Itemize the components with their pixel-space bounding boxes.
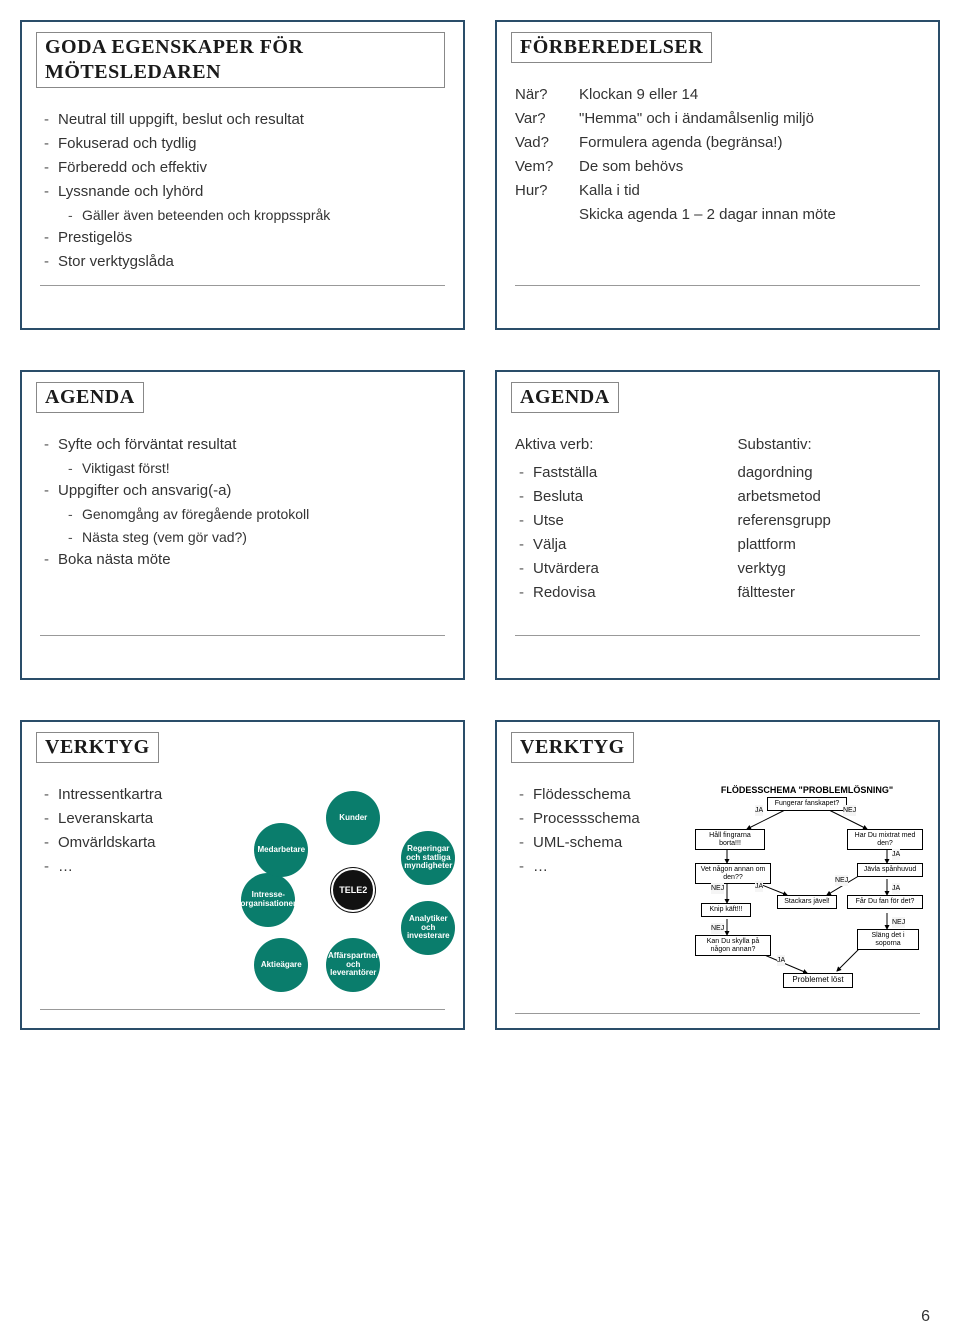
stake-bubble: Intresse-organisationer xyxy=(241,873,295,927)
flow-box: Problemet löst xyxy=(783,973,853,988)
stake-bubble: Medarbetare xyxy=(254,823,308,877)
card-title: GODA EGENSKAPER FÖR MÖTESLEDAREN xyxy=(36,32,445,88)
list-item: Utvärdera xyxy=(533,557,698,581)
flow-label-yes: JA xyxy=(755,805,763,816)
list-item: Uppgifter och ansvarig(-a) Genomgång av … xyxy=(58,479,445,548)
card-title: AGENDA xyxy=(511,382,619,413)
kv-row: Skicka agenda 1 – 2 dagar innan möte xyxy=(515,203,920,227)
flow-box: Jävla spånhuvud xyxy=(857,863,923,877)
stake-bubble: Aktieägare xyxy=(254,938,308,992)
list-item: UML-schema xyxy=(533,831,677,855)
flow-label-no: NEJ xyxy=(711,883,724,894)
list-item: Redovisa xyxy=(533,581,698,605)
page-number: 6 xyxy=(921,1308,930,1326)
stake-bubble: Regeringar och statliga myndigheter xyxy=(401,831,455,885)
column-header-verbs: Aktiva verb: xyxy=(515,433,698,457)
bullet-list: Syfte och förväntat resultat Viktigast f… xyxy=(40,433,445,572)
card-agenda-2: AGENDA Aktiva verb: Fastställa Besluta U… xyxy=(495,370,940,680)
divider-bottom xyxy=(515,1013,920,1014)
flow-label-no: NEJ xyxy=(892,917,905,928)
flow-box: Får Du fan för det? xyxy=(847,895,923,909)
list-item: Lyssnande och lyhörd Gäller även beteend… xyxy=(58,180,445,226)
kv-row: Var?"Hemma" och i ändamålsenlig miljö xyxy=(515,107,920,131)
list-item: Förberedd och effektiv xyxy=(58,156,445,180)
list-item: Flödesschema xyxy=(533,783,677,807)
stake-bubble: Affärspartner och leverantörer xyxy=(326,938,380,992)
divider-bottom xyxy=(515,635,920,636)
flow-label-no: NEJ xyxy=(711,923,724,934)
card-title: AGENDA xyxy=(36,382,144,413)
flow-label-yes: JA xyxy=(777,955,785,966)
card-egenskaper: GODA EGENSKAPER FÖR MÖTESLEDAREN Neutral… xyxy=(20,20,465,330)
column-header-nouns: Substantiv: xyxy=(738,433,921,457)
list-item: Omvärldskarta xyxy=(58,831,226,855)
list-subitem: Gäller även beteenden och kroppsspråk xyxy=(82,204,445,226)
list-item: Intressentkartra xyxy=(58,783,226,807)
stake-center: TELE2 xyxy=(331,868,375,912)
list-item: Boka nästa möte xyxy=(58,548,445,572)
card-forberedelser: FÖRBEREDELSER När?Klockan 9 eller 14 Var… xyxy=(495,20,940,330)
flowchart-diagram: FLÖDESSCHEMA "PROBLEMLÖSNING" xyxy=(687,783,927,1003)
flow-label-yes: JA xyxy=(892,849,900,860)
flow-label-yes: JA xyxy=(892,883,900,894)
flow-label-no: NEJ xyxy=(843,805,856,816)
list-item: Neutral till uppgift, beslut och resulta… xyxy=(58,108,445,132)
kv-row: Vem?De som behövs xyxy=(515,155,920,179)
list-item: Fokuserad och tydlig xyxy=(58,132,445,156)
flow-box: Har Du mixtrat med den? xyxy=(847,829,923,850)
list-item: Prestigelös xyxy=(58,226,445,250)
card-verktyg-2: VERKTYG Flödesschema Processschema UML-s… xyxy=(495,720,940,1030)
list-item: Fastställa xyxy=(533,461,698,485)
list-subitem: Nästa steg (vem gör vad?) xyxy=(82,526,445,548)
divider-bottom xyxy=(515,285,920,286)
flow-label-yes: JA xyxy=(755,881,763,892)
flow-label-no: NEJ xyxy=(835,875,848,886)
card-title: FÖRBEREDELSER xyxy=(511,32,712,63)
flow-title: FLÖDESSCHEMA "PROBLEMLÖSNING" xyxy=(687,783,927,797)
bullet-list: Intressentkartra Leveranskarta Omvärldsk… xyxy=(40,783,226,879)
list-subitem: Genomgång av föregående protokoll xyxy=(82,503,445,525)
kv-row: När?Klockan 9 eller 14 xyxy=(515,83,920,107)
flow-box: Håll fingrarna borta!!! xyxy=(695,829,765,850)
stake-bubble: Analytiker och investerare xyxy=(401,901,455,955)
flow-box: Knip käft!!! xyxy=(701,903,751,917)
flow-box: Släng det i soporna xyxy=(857,929,919,950)
list-item: … xyxy=(58,855,226,879)
card-title: VERKTYG xyxy=(511,732,634,763)
list-item: Utse xyxy=(533,509,698,533)
card-agenda-1: AGENDA Syfte och förväntat resultat Vikt… xyxy=(20,370,465,680)
stakeholder-diagram: Kunder Regeringar och statliga myndighet… xyxy=(236,783,466,993)
flow-box: Stackars jävel! xyxy=(777,895,837,909)
divider-bottom xyxy=(40,635,445,636)
divider-bottom xyxy=(40,1009,445,1010)
list-item: Välja xyxy=(533,533,698,557)
kv-row: Hur?Kalla i tid xyxy=(515,179,920,203)
stake-bubble: Kunder xyxy=(326,791,380,845)
bullet-list: Neutral till uppgift, beslut och resulta… xyxy=(40,108,445,274)
list-item: Processschema xyxy=(533,807,677,831)
card-verktyg-1: VERKTYG Intressentkartra Leveranskarta O… xyxy=(20,720,465,1030)
flow-box: Kan Du skylla på någon annan? xyxy=(695,935,771,956)
list-item: Leveranskarta xyxy=(58,807,226,831)
list-item: … xyxy=(533,855,677,879)
card-title: VERKTYG xyxy=(36,732,159,763)
kv-row: Vad?Formulera agenda (begränsa!) xyxy=(515,131,920,155)
list-item: Besluta xyxy=(533,485,698,509)
verb-list: Fastställa Besluta Utse Välja Utvärdera … xyxy=(515,461,698,605)
list-item: Syfte och förväntat resultat Viktigast f… xyxy=(58,433,445,479)
bullet-list: Flödesschema Processschema UML-schema … xyxy=(515,783,677,879)
flow-box: Fungerar fanskapet? xyxy=(767,797,847,811)
divider-bottom xyxy=(40,285,445,286)
list-subitem: Viktigast först! xyxy=(82,457,445,479)
noun-list: dagordning arbetsmetod referensgrupp pla… xyxy=(738,461,921,605)
list-item: Stor verktygslåda xyxy=(58,250,445,274)
